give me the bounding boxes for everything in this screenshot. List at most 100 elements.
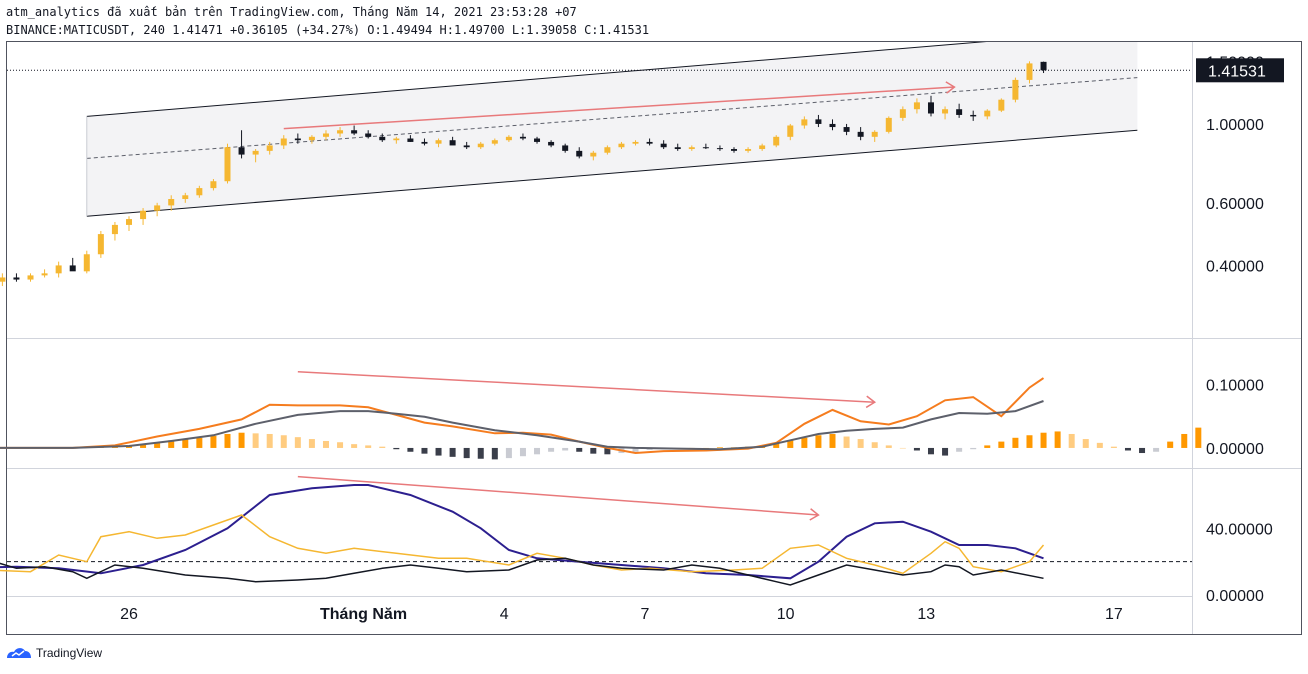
candle-body [576,150,583,157]
macd-histogram-bar [491,447,498,460]
candle-body [604,147,611,153]
candle-body [27,275,34,280]
macd-histogram-bar [337,442,344,448]
di_plus-line [0,514,1045,575]
signal-line [0,400,1044,451]
adx-line [0,484,1044,580]
price-change: +0.36105 (+34.27%) [230,23,361,37]
macd-histogram-bar [562,447,569,451]
macd-histogram-bar [182,439,189,448]
macd-divergence-arrow-head [865,395,877,409]
macd-histogram-bar [351,444,358,448]
macd-histogram-bar [477,447,484,459]
candle-body [899,109,906,118]
candle-body [885,117,892,132]
last-price-badge [1196,58,1284,83]
candle-body [308,136,315,141]
candle-body [548,141,555,146]
candle-body [745,149,752,151]
candle-body [238,147,245,155]
candle-body [1012,79,1019,100]
candle-body [449,140,456,146]
candle-body [0,277,6,282]
candle-body [632,141,639,144]
candle-body [168,199,175,206]
macd-histogram-bar [196,437,203,448]
candle-body [956,109,963,115]
last-price: 1.41471 [172,23,223,37]
candle-body [154,205,161,211]
time-tick-label: 26 [120,606,138,623]
macd-histogram-bar [1181,433,1188,448]
chart-frame [6,41,1302,635]
candle-body [562,145,569,151]
candle-body [196,188,203,196]
candle-body [210,181,217,189]
macd-tick-label: 0.00000 [1206,441,1264,458]
candle-body [984,110,991,117]
macd-histogram-bar [407,447,414,452]
candle-body [491,140,498,144]
macd-histogram-bar [829,433,836,448]
time-tick-label: Tháng Năm [320,606,407,623]
candle-body [182,195,189,200]
macd-histogram-bar [604,447,611,455]
macd-histogram-bar [266,433,273,448]
trend-arrow [283,86,955,130]
price-pane[interactable] [0,29,1192,321]
footer: TradingView [6,646,102,660]
open-value: O:1.49494 [367,23,433,37]
macd-histogram-bar [449,447,456,457]
candle-body [505,136,512,141]
macd-divergence-arrow [297,371,875,403]
candle-body [716,148,723,150]
price-tick-label: 1.00000 [1206,117,1264,134]
candle-body [83,254,90,272]
candle-body [252,150,259,155]
macd-histogram-bar [984,445,991,448]
candle-body [97,234,104,255]
macd-histogram-bar [590,447,597,454]
macd-histogram-bar [421,447,428,454]
symbol-name: BINANCE:MATICUSDT, 240 [6,23,165,37]
candle-body [351,130,358,134]
candle-body [942,109,949,114]
candle-body [41,273,48,276]
macd-histogram-bar [632,447,639,452]
macd-histogram-bar [548,447,555,452]
macd-histogram-bar [998,441,1005,448]
macd-histogram-bar [224,433,231,448]
candle-body [463,145,470,148]
time-tick-label: 10 [777,606,795,623]
dmi-pane[interactable] [0,475,1192,586]
macd-histogram-bar [1040,432,1047,448]
macd-histogram-bar [1139,447,1146,454]
brand-name: TradingView [36,646,103,660]
candle-body [13,277,20,280]
macd-histogram-bar [365,445,372,448]
macd-histogram-bar [942,447,949,456]
macd-histogram-bar [927,447,934,455]
low-value: L:1.39058 [511,23,577,37]
macd-histogram-bar [379,446,386,448]
macd-pane[interactable] [0,371,1202,460]
macd-histogram-bar [1153,447,1160,452]
macd-histogram-bar [885,445,892,448]
macd-histogram-bar [140,444,147,448]
candle-body [337,130,344,134]
candle-body [829,123,836,128]
macd-histogram-bar [801,437,808,448]
macd-histogram-bar [857,439,864,448]
macd-histogram-bar [1068,433,1075,448]
channel-mid-line [86,77,1138,159]
candle-body [294,138,301,141]
macd-histogram-bar [871,442,878,448]
time-tick-label: 17 [1105,606,1123,623]
price-tick-label: 0.60000 [1206,196,1264,213]
candle-body [322,133,329,137]
candle-body [927,102,934,114]
dmi-tick-label: 40.00000 [1206,521,1273,538]
candle-body [674,147,681,150]
candle-body [393,138,400,141]
